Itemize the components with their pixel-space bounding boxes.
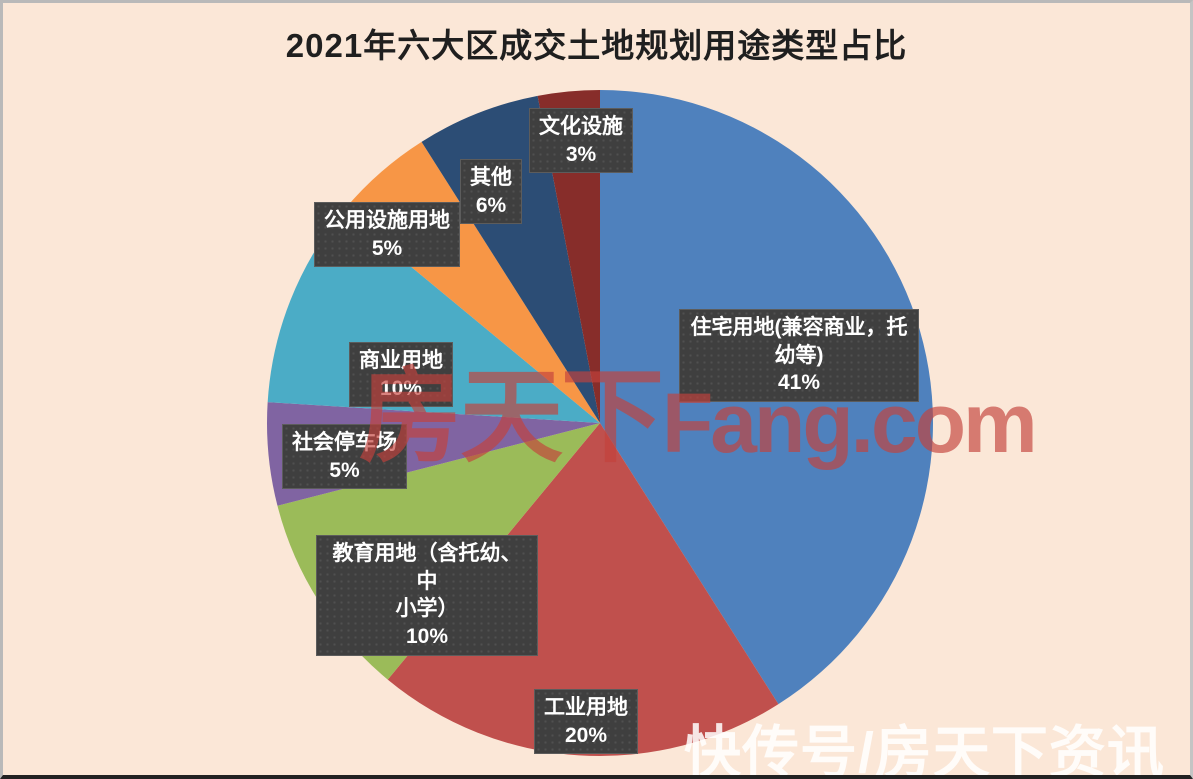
pie-label-1: 工业用地 20% [534, 689, 638, 755]
pie-label-3: 社会停车场 5% [282, 424, 407, 490]
pie-label-text: 小学） [395, 597, 459, 621]
pie-label-percent: 10% [405, 625, 449, 649]
pie-label-percent: 5% [371, 236, 403, 260]
pie-label-text: 工业用地 [544, 696, 628, 719]
pie-label-text: 幼等) [774, 343, 824, 367]
pie-label-text: 社会停车场 [292, 431, 397, 454]
pie-label-percent: 5% [329, 458, 360, 482]
pie-label-percent: 41% [777, 371, 821, 395]
pie-label-7: 文化设施 3% [529, 108, 633, 174]
pie-label-text: 文化设施 [539, 115, 623, 138]
pie-label-4: 商业用地 10% [349, 342, 453, 408]
pie-label-6: 其他 6% [460, 159, 522, 225]
pie-label-text: 公用设施用地 [324, 209, 450, 232]
pie-label-percent: 20% [564, 723, 608, 747]
pie-label-text: 商业用地 [359, 349, 443, 372]
pie-label-percent: 10% [379, 376, 423, 400]
pie-label-percent: 3% [565, 142, 597, 166]
chart-title: 2021年六大区成交土地规划用途类型占比 [285, 27, 908, 64]
pie-label-text: 住宅用地(兼容商业，托 [690, 316, 908, 339]
pie-label-0: 住宅用地(兼容商业，托 幼等) 41% [679, 309, 919, 403]
pie-label-5: 公用设施用地 5% [314, 202, 460, 268]
pie-label-2: 教育用地（含托幼、中小学） 10% [316, 535, 538, 656]
pie-label-text: 教育用地（含托幼、中 [332, 542, 522, 593]
pie-label-percent: 6% [475, 193, 507, 217]
pie-slice-1 [387, 423, 779, 756]
pie-label-text: 其他 [470, 166, 512, 189]
